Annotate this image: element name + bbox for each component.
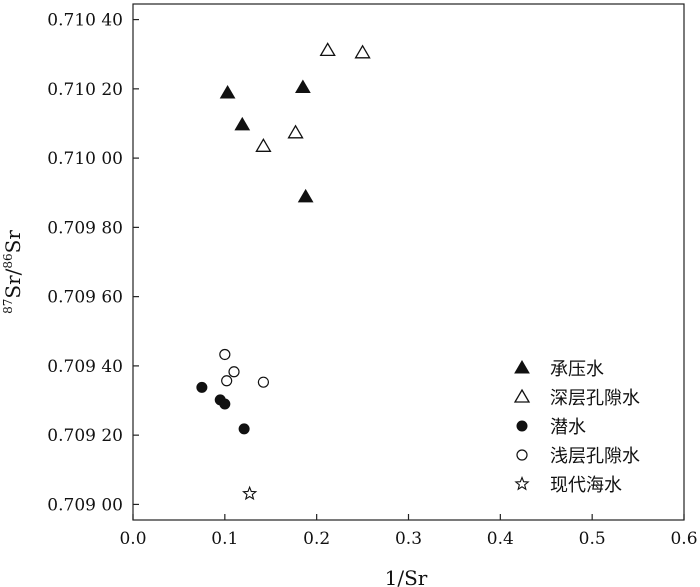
legend-item: 浅层孔隙水 <box>516 446 640 467</box>
data-point <box>219 348 231 361</box>
legend-marker <box>514 475 530 491</box>
plot-frame <box>132 3 685 521</box>
legend-marker <box>516 420 528 432</box>
x-tick-label: 0.1 <box>211 529 238 549</box>
data-point <box>221 375 233 387</box>
x-tick-label: 0.4 <box>487 529 514 549</box>
y-axis-label-sup-87: 87 <box>1 299 15 314</box>
y-tick-label: 0.710 00 <box>47 149 123 169</box>
legend-marker <box>514 360 530 374</box>
legend-label: 承压水 <box>550 359 604 380</box>
data-point <box>196 381 208 393</box>
legend-item: 现代海水 <box>514 475 622 496</box>
series-4 <box>219 348 270 388</box>
series-1 <box>219 79 314 203</box>
y-tick-label: 0.710 40 <box>47 11 123 31</box>
y-axis-label-sr-1: Sr/ <box>1 268 25 298</box>
legend-label: 浅层孔隙水 <box>550 446 640 467</box>
data-point <box>238 423 250 435</box>
data-point <box>319 42 336 57</box>
legend-marker <box>516 449 528 461</box>
legend-label: 深层孔隙水 <box>550 388 640 409</box>
data-point <box>228 366 240 378</box>
x-tick-label: 0.5 <box>579 529 606 549</box>
data-point <box>295 79 311 93</box>
data-point <box>257 376 270 388</box>
data-point <box>354 44 371 59</box>
y-tick-label: 0.709 40 <box>47 357 123 377</box>
y-tick-label: 0.709 00 <box>47 495 123 515</box>
legend-item: 承压水 <box>514 359 604 380</box>
x-axis-label: 1/Sr <box>385 566 428 587</box>
x-tick-label: 0.3 <box>395 529 422 549</box>
legend-label: 潜水 <box>550 417 586 438</box>
data-point <box>297 188 314 203</box>
legend-marker <box>513 388 531 403</box>
x-tick-label: 0.6 <box>670 529 697 549</box>
data-point <box>219 398 231 410</box>
legend-label: 现代海水 <box>550 475 622 496</box>
data-point <box>234 116 251 131</box>
y-axis-label: 87Sr/86Sr <box>1 230 25 314</box>
series-5 <box>242 485 258 501</box>
y-tick-label: 0.709 80 <box>47 218 123 238</box>
data-point <box>242 485 258 501</box>
series-3 <box>196 381 250 435</box>
data-point <box>219 85 236 99</box>
data-point <box>287 124 304 139</box>
y-tick-label: 0.709 20 <box>47 426 123 446</box>
y-axis-label-sr-2: Sr <box>1 230 25 254</box>
x-tick-label: 0.0 <box>119 529 146 549</box>
y-axis-label-sup-86: 86 <box>1 253 15 268</box>
series-2 <box>255 42 371 152</box>
legend-item: 潜水 <box>516 417 586 438</box>
x-tick-label: 0.2 <box>303 529 330 549</box>
data-point <box>255 138 272 152</box>
legend-item: 深层孔隙水 <box>513 388 640 409</box>
y-tick-label: 0.709 60 <box>47 288 123 308</box>
y-tick-label: 0.710 20 <box>47 80 123 100</box>
